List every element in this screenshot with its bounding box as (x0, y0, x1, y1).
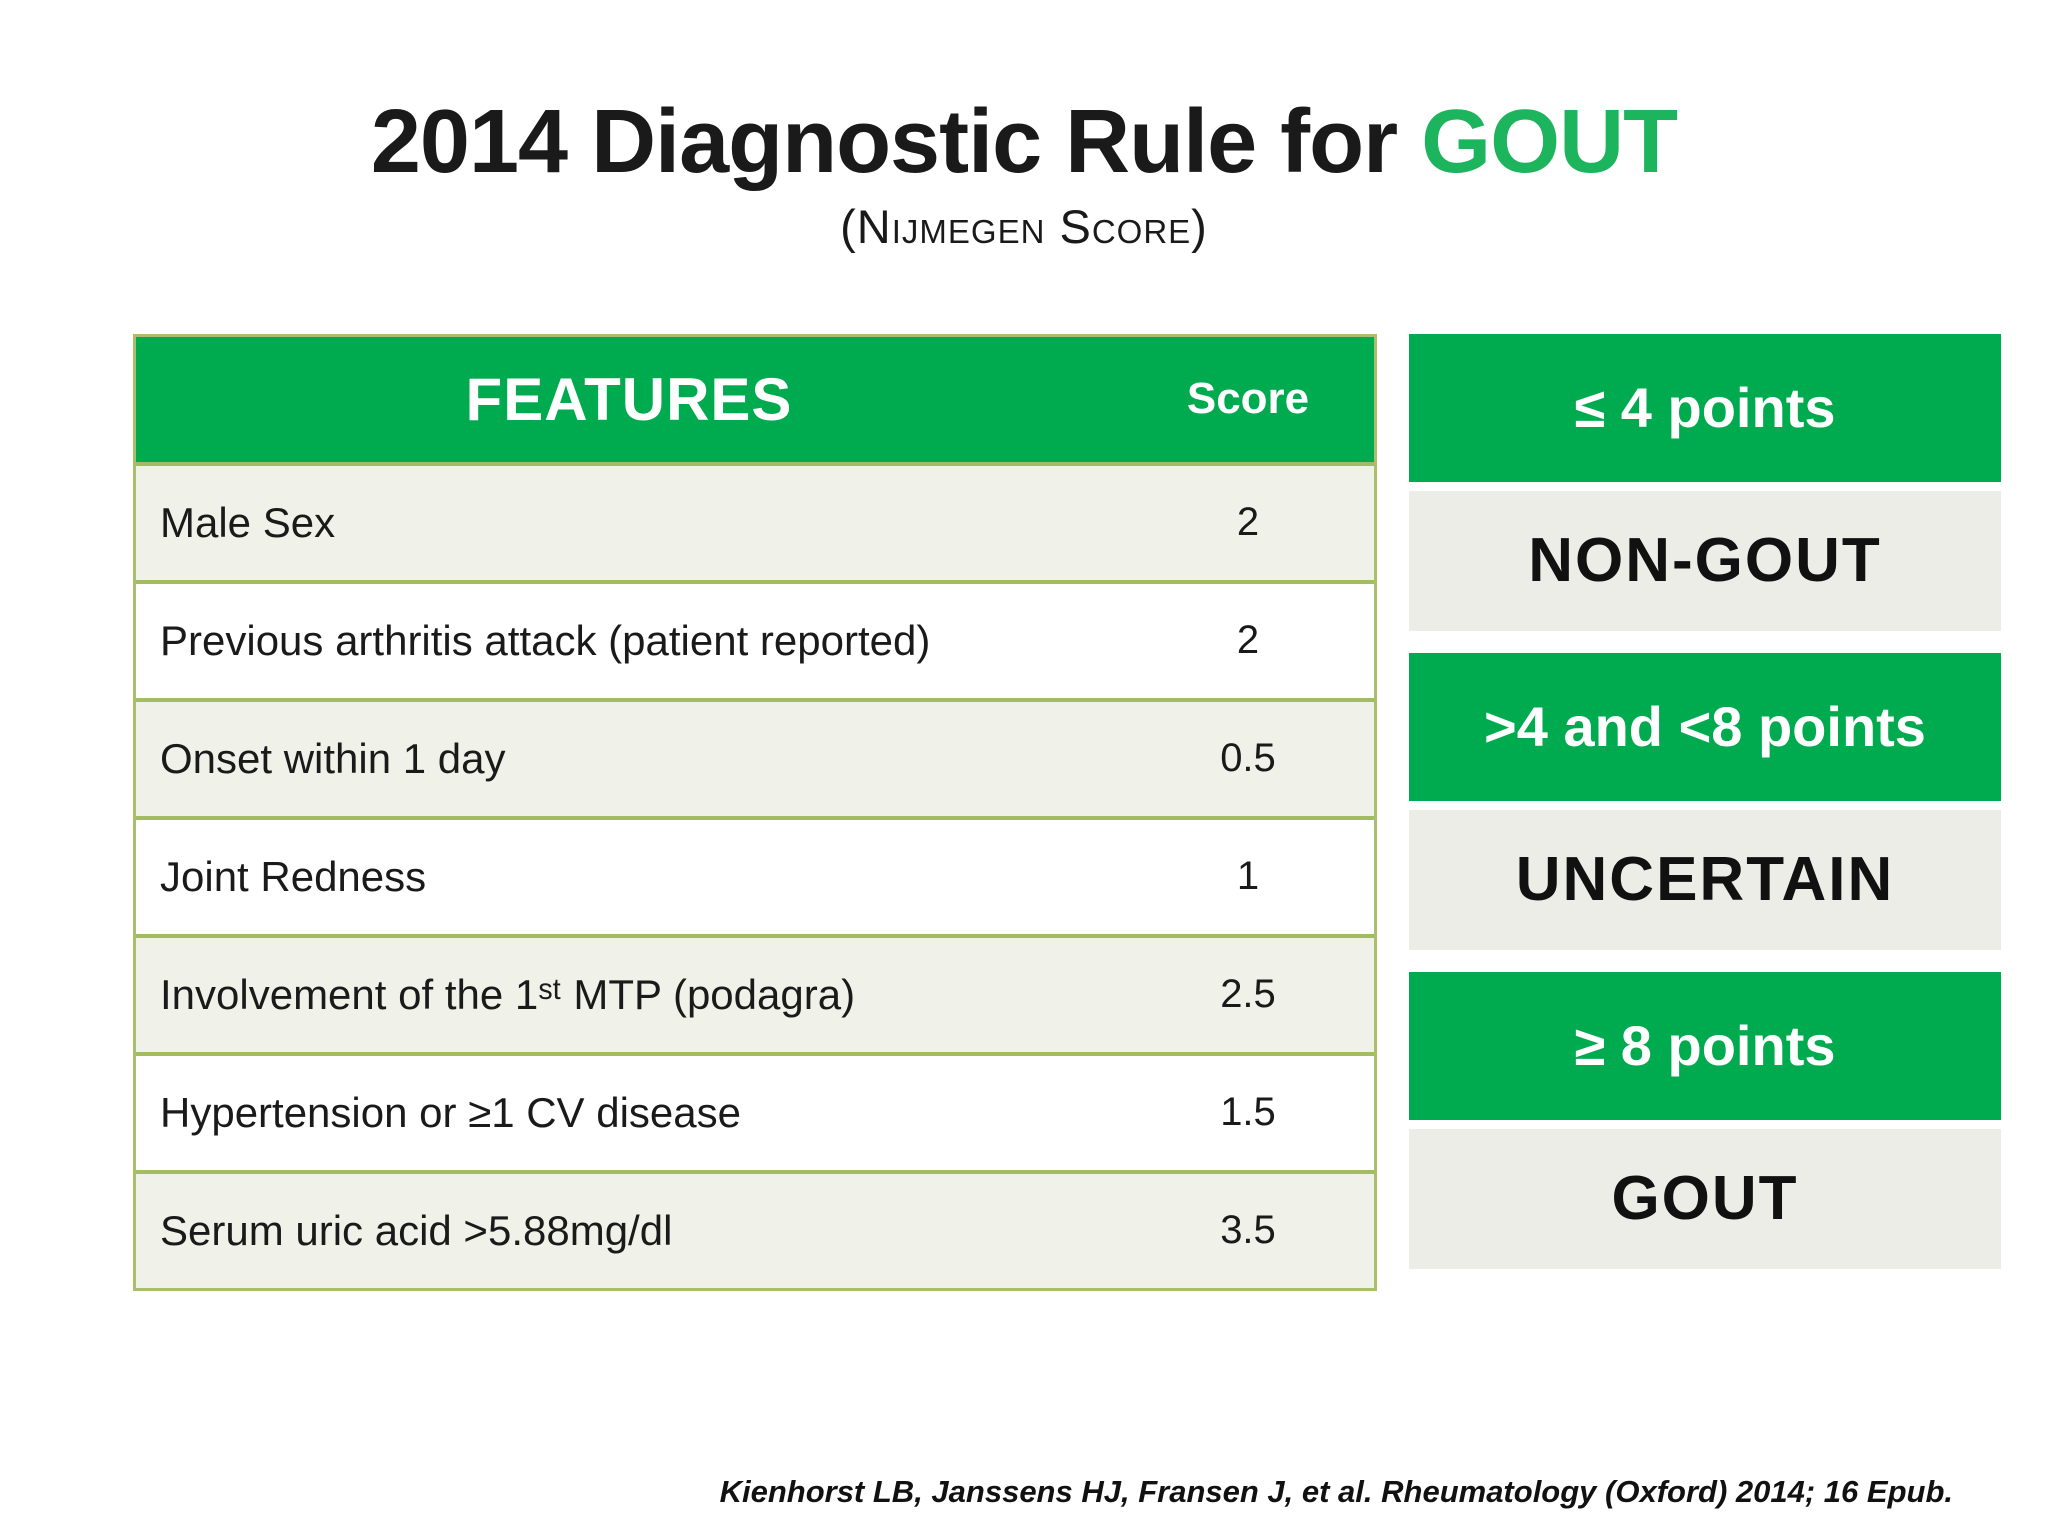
page-title-accent: GOUT (1421, 92, 1678, 192)
points-threshold-low: ≤ 4 points (1409, 333, 2001, 482)
score-cell: 3.5 (1220, 1208, 1276, 1253)
result-pair-non-gout: ≤ 4 points NON-GOUT (1409, 333, 2001, 631)
result-pair-uncertain: >4 and <8 points UNCERTAIN (1409, 652, 2001, 950)
title-block: 2014 Diagnostic Rule for GOUT (Nijmegen … (0, 0, 2048, 254)
score-cell: 1.5 (1220, 1090, 1276, 1135)
table-row: Onset within 1 day 0.5 (136, 697, 1374, 816)
result-pair-gout: ≥ 8 points GOUT (1409, 971, 2001, 1269)
points-threshold-mid: >4 and <8 points (1409, 652, 2001, 801)
result-panel: ≤ 4 points NON-GOUT >4 and <8 points UNC… (1409, 333, 2001, 1269)
points-threshold-high: ≥ 8 points (1409, 971, 2001, 1120)
feature-cell: Hypertension or ≥1 CV disease (160, 1088, 742, 1136)
score-cell: 1 (1236, 854, 1260, 899)
content-row: FEATURES Score Male Sex 2 Previous arthr… (0, 333, 2048, 1291)
feature-cell: Male Sex (160, 498, 336, 546)
feature-cell: Serum uric acid >5.88mg/dl (160, 1206, 673, 1254)
verdict-non-gout: NON-GOUT (1409, 490, 2001, 631)
table-header-row: FEATURES Score (136, 336, 1374, 462)
score-cell: 0.5 (1220, 736, 1276, 781)
score-cell: 2 (1236, 618, 1260, 663)
features-column-header: FEATURES (465, 365, 793, 433)
citation-text: Kienhorst LB, Janssens HJ, Fransen J, et… (719, 1474, 1953, 1509)
verdict-gout: GOUT (1409, 1128, 2001, 1269)
page-subtitle: (Nijmegen Score) (840, 199, 1208, 253)
table-row: Male Sex 2 (136, 461, 1374, 580)
table-row: Hypertension or ≥1 CV disease 1.5 (136, 1051, 1374, 1170)
table-row: Involvement of the 1ˢᵗ MTP (podagra) 2.5 (136, 933, 1374, 1052)
table-row: Serum uric acid >5.88mg/dl 3.5 (136, 1169, 1374, 1288)
table-row: Joint Redness 1 (136, 815, 1374, 934)
features-table: FEATURES Score Male Sex 2 Previous arthr… (133, 333, 1377, 1291)
feature-cell: Involvement of the 1ˢᵗ MTP (podagra) (160, 970, 856, 1018)
score-cell: 2 (1236, 500, 1260, 545)
score-column-header: Score (1186, 374, 1310, 424)
table-row: Previous arthritis attack (patient repor… (136, 579, 1374, 698)
verdict-uncertain: UNCERTAIN (1409, 809, 2001, 950)
feature-cell: Onset within 1 day (160, 734, 506, 782)
score-cell: 2.5 (1220, 972, 1276, 1017)
feature-cell: Previous arthritis attack (patient repor… (160, 616, 931, 664)
feature-cell: Joint Redness (160, 852, 427, 900)
page-title-prefix: 2014 Diagnostic Rule for (370, 92, 1422, 192)
page-title: 2014 Diagnostic Rule for GOUT (0, 92, 2048, 193)
